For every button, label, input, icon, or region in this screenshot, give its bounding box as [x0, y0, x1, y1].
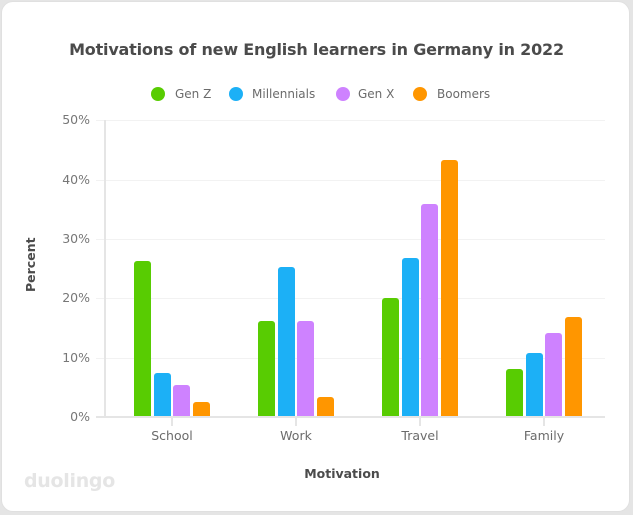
bar-work-gen-z [258, 320, 276, 417]
bar-travel-millennials [401, 258, 419, 417]
x-tick-mark [543, 418, 545, 426]
legend-item-boomers: Boomers [413, 85, 490, 103]
duolingo-logo: duolingo [24, 470, 115, 492]
x-axis-label: Motivation [304, 466, 380, 481]
legend-item-gen-x: Gen X [336, 85, 394, 103]
y-tick-label: 0% [70, 409, 90, 424]
legend-dot-gen-z-icon [151, 87, 165, 101]
legend-label: Boomers [437, 87, 491, 101]
y-tick-label: 20% [62, 290, 90, 305]
gridline-20 [96, 298, 605, 299]
x-tick-label-travel: Travel [401, 428, 439, 443]
legend-item-gen-z: Gen Z [151, 85, 211, 103]
y-axis-label: Percent [21, 237, 41, 292]
bar-school-millennials [153, 373, 171, 417]
bar-school-gen-z [134, 260, 152, 417]
x-tick-mark [295, 418, 297, 426]
legend-label: Gen X [358, 87, 395, 101]
gridline-10 [96, 358, 605, 359]
bar-travel-boomers [440, 159, 458, 417]
x-tick-mark [419, 418, 421, 426]
bar-family-gen-x [545, 333, 563, 417]
bar-work-boomers [316, 396, 334, 417]
x-tick-label-school: School [151, 428, 193, 443]
bar-work-gen-x [297, 320, 315, 417]
bar-family-gen-z [506, 368, 524, 417]
bar-travel-gen-z [382, 297, 400, 417]
y-tick-label: 10% [62, 350, 90, 365]
legend-dot-gen-x-icon [336, 87, 350, 101]
gridline-40 [96, 180, 605, 181]
x-tick-label-work: Work [280, 428, 312, 443]
bar-work-millennials [277, 266, 295, 417]
bar-family-millennials [525, 352, 543, 417]
y-tick-label: 40% [62, 172, 90, 187]
y-tick-label: 50% [62, 112, 90, 127]
legend-label: Gen Z [175, 87, 212, 101]
legend: Gen Z Millennials Gen X Boomers [0, 85, 633, 103]
x-axis-line [96, 416, 605, 418]
bar-school-gen-x [173, 384, 191, 417]
legend-label: Millennials [252, 87, 316, 101]
legend-dot-millennials-icon [229, 87, 243, 101]
bar-school-boomers [192, 402, 210, 417]
x-tick-label-family: Family [523, 428, 565, 443]
bar-family-boomers [564, 316, 582, 417]
legend-dot-boomers-icon [413, 87, 427, 101]
legend-item-millennials: Millennials [229, 85, 315, 103]
chart-title: Motivations of new English learners in G… [69, 40, 564, 59]
x-tick-mark [171, 418, 173, 426]
gridline-50 [96, 120, 605, 121]
y-axis-line [104, 120, 106, 418]
y-tick-label: 30% [62, 231, 90, 246]
bar-travel-gen-x [421, 203, 439, 417]
y-axis-label-text: Percent [23, 237, 38, 292]
gridline-30 [96, 239, 605, 240]
